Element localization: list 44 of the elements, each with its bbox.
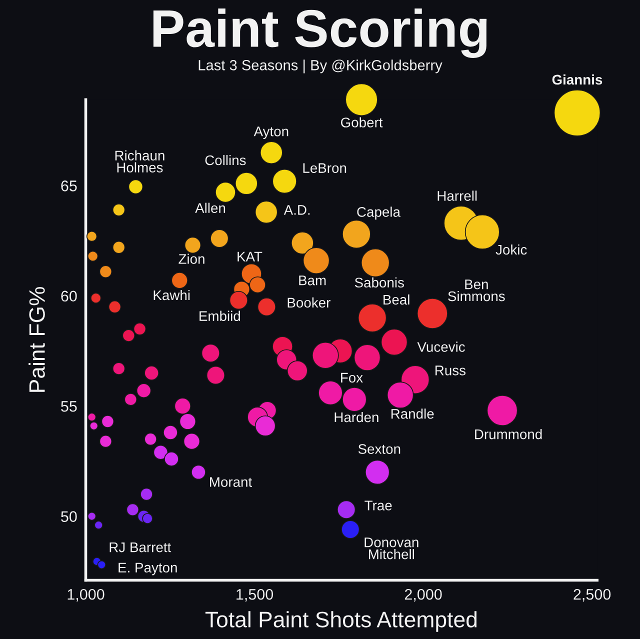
annotation: Beal — [384, 294, 410, 305]
x-tick-label: 1,000 — [68, 588, 104, 602]
annotation: Sabonis — [354, 277, 404, 288]
annotation: Allen — [195, 202, 226, 213]
annotation: Russ — [436, 366, 466, 376]
annotation: A.D. — [284, 205, 310, 215]
y-tick-label: 60 — [61, 290, 77, 302]
annotation: Fox — [341, 372, 363, 383]
x-axis-title: Total Paint Shots Attempted — [205, 611, 477, 632]
annotation: Jokic — [496, 244, 527, 255]
annotation: Embiid — [200, 310, 240, 321]
annotation: RJ Barrett — [110, 542, 172, 552]
x-tick-label: 2,500 — [574, 588, 611, 602]
annotation: Kawhi — [154, 290, 190, 300]
annotation: E. Payton — [118, 562, 177, 576]
annotation: Collins — [205, 154, 246, 166]
chart-subtitle: Last 3 Seasons | By @KirkGoldsberry — [198, 60, 442, 74]
annotation: Bam — [299, 276, 326, 286]
annotation: Harrell — [438, 190, 477, 201]
y-tick-label: 55 — [61, 401, 77, 412]
x-tick-label: 1,500 — [236, 588, 274, 602]
y-tick-label: 50 — [61, 511, 77, 522]
annotation: Gobert — [340, 117, 383, 128]
annotation: Randle — [391, 408, 434, 419]
annotation: Harden — [334, 412, 378, 422]
annotation: Donovan Mitchell — [364, 538, 418, 560]
annotation: LeBron — [303, 163, 346, 173]
annotation: Zion — [178, 254, 204, 264]
chart-title: Paint Scoring — [153, 8, 487, 58]
annotation: Ben Simmons — [448, 280, 505, 302]
annotation: Giannis — [552, 74, 602, 85]
annotation: Capela — [357, 206, 400, 220]
annotation: Sexton — [358, 444, 400, 454]
y-tick-label: 65 — [61, 180, 77, 192]
annotation: Booker — [288, 297, 330, 308]
annotation: Drummond — [475, 429, 542, 440]
x-tick-label: 2,000 — [404, 588, 442, 602]
annotation: KAT — [238, 252, 262, 262]
y-axis-title: Paint FG% — [28, 287, 45, 392]
annotation: Richaun Holmes — [115, 150, 164, 172]
annotation: Trae — [364, 500, 392, 510]
annotation: Vucevic — [417, 342, 465, 352]
annotation: Morant — [210, 477, 252, 487]
annotation: Ayton — [254, 126, 288, 140]
